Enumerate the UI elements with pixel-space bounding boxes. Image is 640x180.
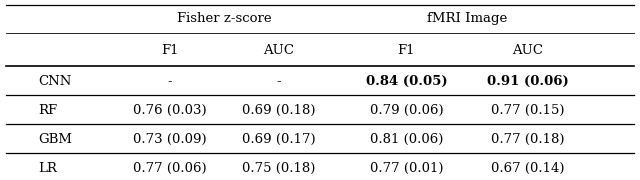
Text: 0.81 (0.06): 0.81 (0.06) — [370, 133, 443, 146]
Text: 0.79 (0.06): 0.79 (0.06) — [369, 104, 444, 117]
Text: F1: F1 — [161, 44, 179, 57]
Text: 0.69 (0.17): 0.69 (0.17) — [241, 133, 316, 146]
Text: fMRI Image: fMRI Image — [427, 12, 508, 25]
Text: -: - — [276, 75, 281, 88]
Text: 0.84 (0.05): 0.84 (0.05) — [365, 75, 447, 88]
Text: AUC: AUC — [513, 44, 543, 57]
Text: 0.77 (0.15): 0.77 (0.15) — [492, 104, 564, 117]
Text: F1: F1 — [397, 44, 415, 57]
Text: 0.69 (0.18): 0.69 (0.18) — [242, 104, 315, 117]
Text: LR: LR — [38, 162, 57, 175]
Text: CNN: CNN — [38, 75, 72, 88]
Text: AUC: AUC — [263, 44, 294, 57]
Text: 0.77 (0.01): 0.77 (0.01) — [370, 162, 443, 175]
Text: Fisher z-score: Fisher z-score — [177, 12, 271, 25]
Text: 0.67 (0.14): 0.67 (0.14) — [492, 162, 564, 175]
Text: -: - — [167, 75, 172, 88]
Text: 0.77 (0.06): 0.77 (0.06) — [132, 162, 207, 175]
Text: RF: RF — [38, 104, 58, 117]
Text: 0.77 (0.18): 0.77 (0.18) — [492, 133, 564, 146]
Text: GBM: GBM — [38, 133, 72, 146]
Text: 0.91 (0.06): 0.91 (0.06) — [487, 75, 569, 88]
Text: 0.75 (0.18): 0.75 (0.18) — [242, 162, 315, 175]
Text: 0.73 (0.09): 0.73 (0.09) — [132, 133, 207, 146]
Text: 0.76 (0.03): 0.76 (0.03) — [132, 104, 207, 117]
